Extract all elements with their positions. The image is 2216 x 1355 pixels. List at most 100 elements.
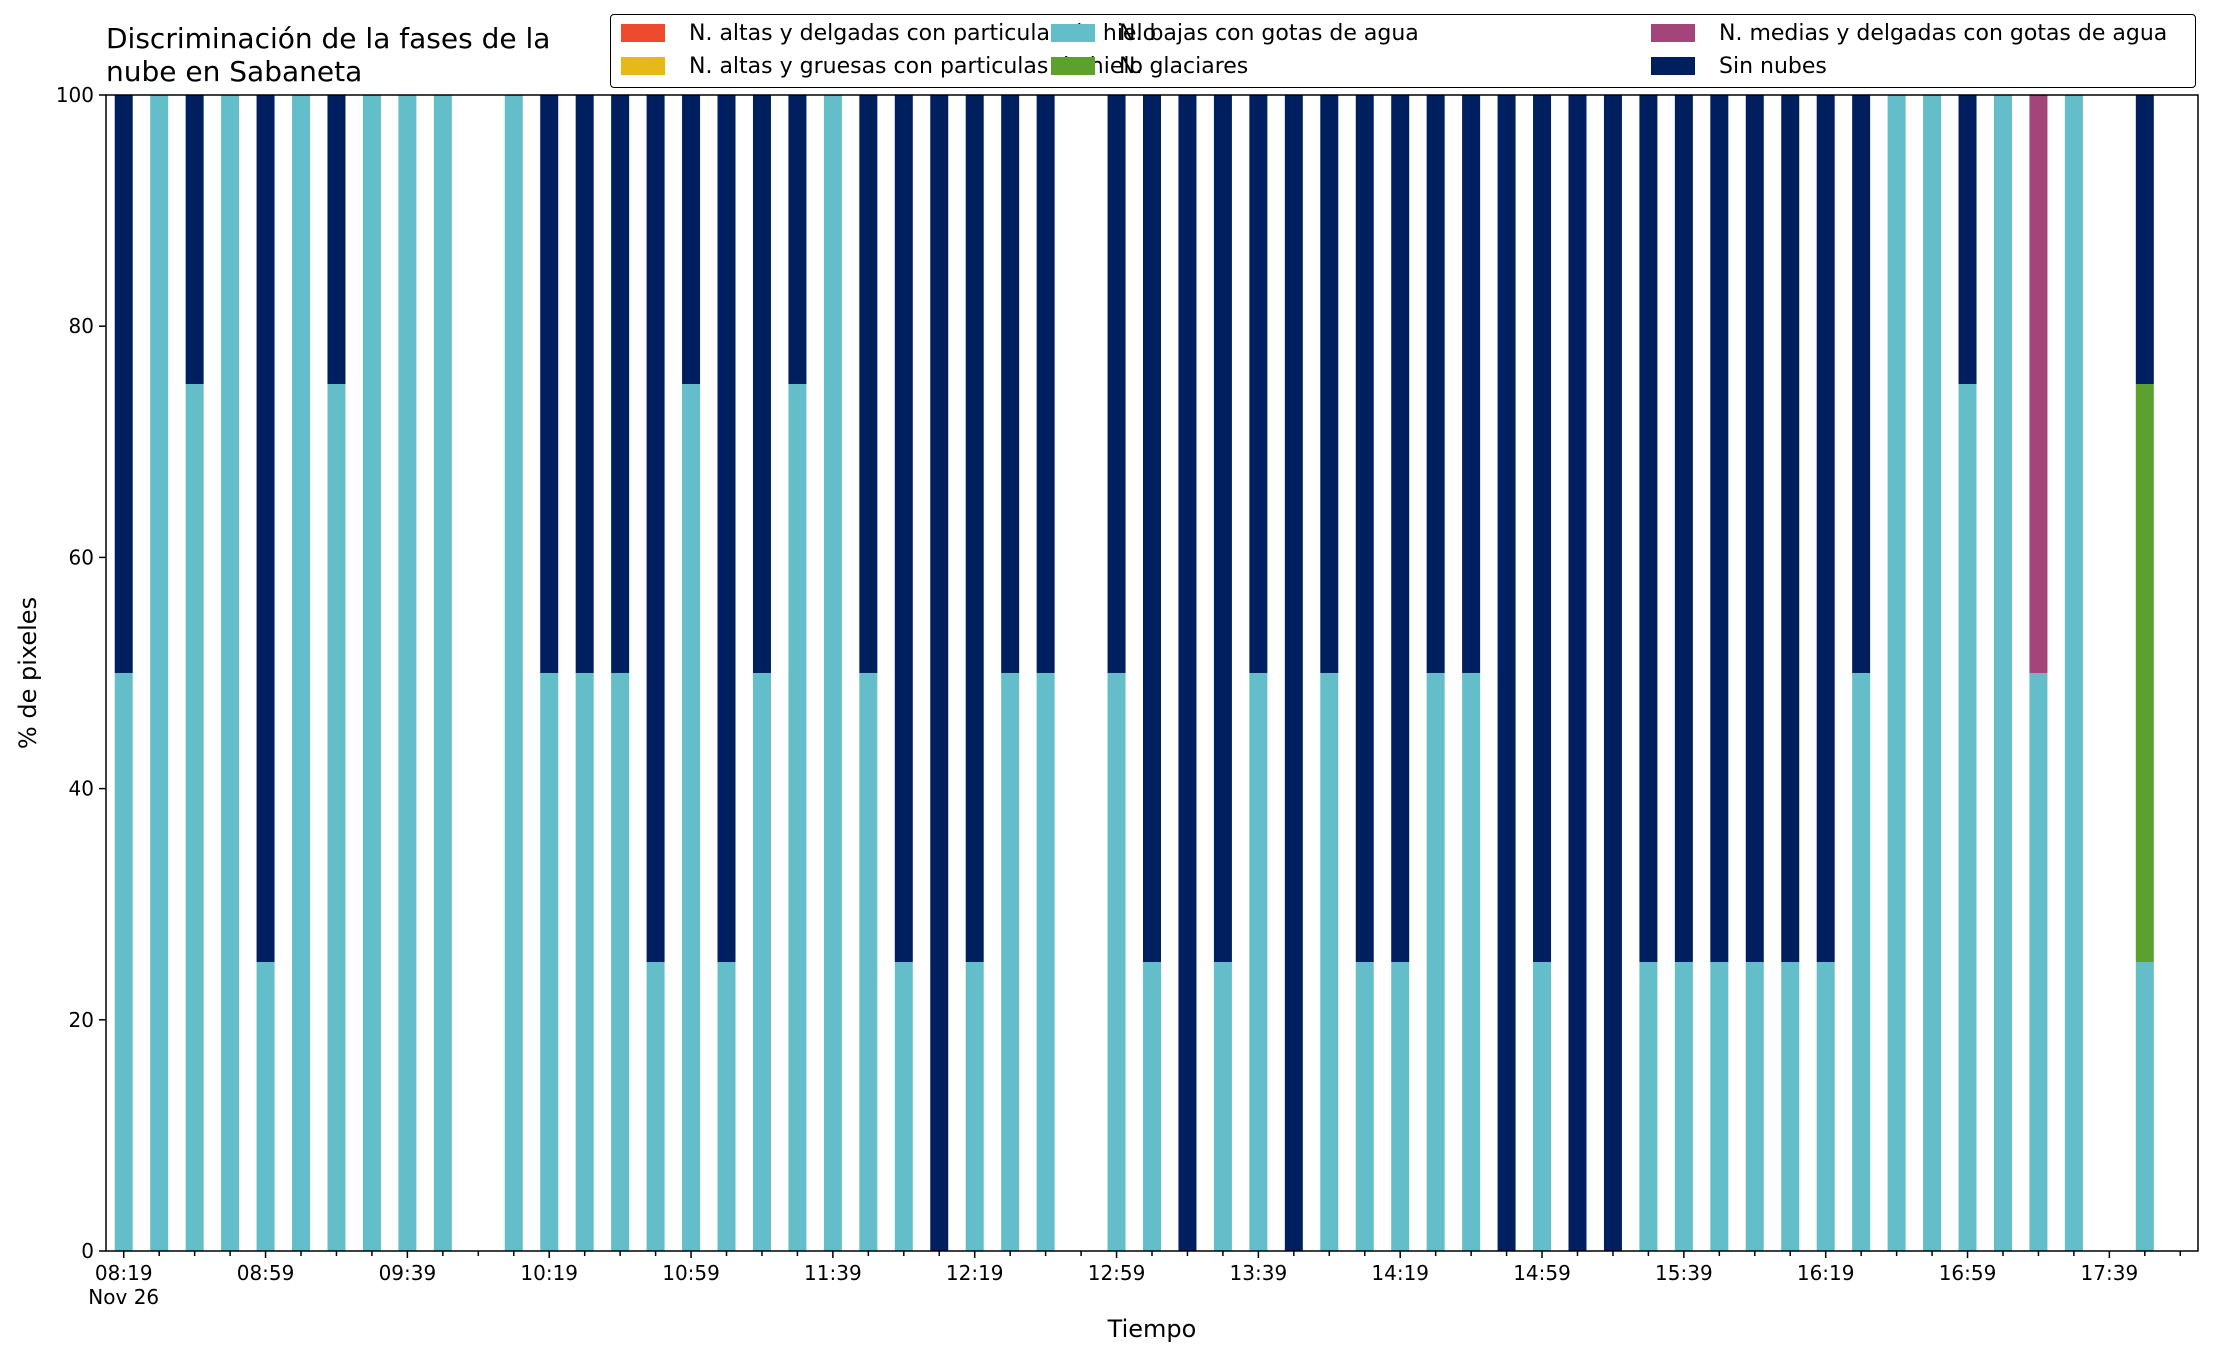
chart-title: Discriminación de la fases de la nube en… xyxy=(106,22,550,88)
chart-title-line-2: nube en Sabaneta xyxy=(106,55,363,88)
bar-segment-18-series-5 xyxy=(752,95,771,673)
bar-segment-36-series-2 xyxy=(1391,962,1410,1251)
bars-layer xyxy=(114,95,2154,1251)
x-tick-label: 11:39 xyxy=(804,1261,862,1285)
legend-label: N. glaciares xyxy=(1119,53,1249,79)
bar-segment-44-series-5 xyxy=(1674,95,1693,962)
bar-segment-22-series-5 xyxy=(894,95,913,962)
bar-segment-33-series-5 xyxy=(1284,95,1303,1251)
bar-segment-23-series-5 xyxy=(930,95,949,1251)
bar-segment-37-series-5 xyxy=(1426,95,1445,673)
bar-segment-48-series-2 xyxy=(1816,962,1835,1251)
bar-segment-11-series-2 xyxy=(504,95,523,1251)
bar-segment-34-series-2 xyxy=(1320,673,1339,1251)
x-tick-label: 17:39 xyxy=(2081,1261,2139,1285)
bar-segment-34-series-5 xyxy=(1320,95,1339,673)
bar-segment-44-series-2 xyxy=(1674,962,1693,1251)
y-tick-label: 20 xyxy=(69,1008,94,1032)
bar-segment-6-series-2 xyxy=(327,384,346,1251)
bar-segment-52-series-5 xyxy=(1958,95,1977,384)
bar-segment-50-series-2 xyxy=(1887,95,1906,1251)
legend-item: Sin nubes xyxy=(1651,51,1827,81)
y-tick-label: 60 xyxy=(69,545,94,569)
bar-segment-31-series-2 xyxy=(1213,962,1232,1251)
legend-label: Sin nubes xyxy=(1719,53,1827,79)
x-tick-label: 09:39 xyxy=(379,1261,437,1285)
bar-segment-39-series-5 xyxy=(1497,95,1516,1251)
bar-segment-19-series-2 xyxy=(788,384,807,1251)
bar-segment-40-series-5 xyxy=(1533,95,1552,962)
bar-segment-24-series-2 xyxy=(965,962,984,1251)
bar-segment-26-series-5 xyxy=(1036,95,1055,673)
bar-segment-14-series-5 xyxy=(611,95,630,673)
x-axis-label: Tiempo xyxy=(1107,1315,1197,1343)
bar-segment-19-series-5 xyxy=(788,95,807,384)
bar-segment-1-series-2 xyxy=(150,95,169,1251)
legend-swatch xyxy=(621,24,665,42)
legend-item: N. medias y delgadas con gotas de agua xyxy=(1651,18,2167,48)
x-tick-label: 10:19 xyxy=(520,1261,578,1285)
bar-segment-28-series-5 xyxy=(1107,95,1126,673)
x-tick-label: 14:59 xyxy=(1513,1261,1571,1285)
bar-segment-57-series-3 xyxy=(2135,384,2154,962)
bar-segment-41-series-5 xyxy=(1568,95,1587,1251)
bar-segment-15-series-2 xyxy=(646,962,665,1251)
bar-segment-12-series-2 xyxy=(540,673,559,1251)
y-tick-label: 0 xyxy=(81,1239,94,1263)
bar-segment-20-series-2 xyxy=(823,95,842,1251)
bar-segment-13-series-2 xyxy=(575,673,594,1251)
x-tick-label: 15:39 xyxy=(1655,1261,1713,1285)
x-tick-sublabel: Nov 26 xyxy=(88,1285,159,1309)
y-axis-label: % de pixeles xyxy=(14,597,42,749)
bar-segment-8-series-2 xyxy=(398,95,417,1251)
x-tick-label: 10:59 xyxy=(662,1261,720,1285)
chart-legend: N. altas y delgadas con particulas de hi… xyxy=(610,14,2196,88)
x-tick-label: 12:59 xyxy=(1088,1261,1146,1285)
bar-segment-21-series-2 xyxy=(859,673,878,1251)
bar-segment-16-series-5 xyxy=(682,95,701,384)
bar-segment-35-series-2 xyxy=(1355,962,1374,1251)
legend-swatch xyxy=(1051,57,1095,75)
legend-swatch xyxy=(1651,57,1695,75)
legend-swatch xyxy=(1651,24,1695,42)
x-tick-label: 12:19 xyxy=(946,1261,1004,1285)
bar-segment-46-series-5 xyxy=(1745,95,1764,962)
bar-segment-45-series-5 xyxy=(1710,95,1729,962)
bar-segment-57-series-2 xyxy=(2135,962,2154,1251)
bar-segment-40-series-2 xyxy=(1533,962,1552,1251)
bar-segment-55-series-2 xyxy=(2064,95,2083,1251)
bar-segment-22-series-2 xyxy=(894,962,913,1251)
legend-label: N. bajas con gotas de agua xyxy=(1119,20,1419,46)
bar-segment-4-series-5 xyxy=(256,95,275,962)
bar-segment-31-series-5 xyxy=(1213,95,1232,962)
bar-segment-21-series-5 xyxy=(859,95,878,673)
bar-segment-43-series-2 xyxy=(1639,962,1658,1251)
bar-segment-6-series-5 xyxy=(327,95,346,384)
bar-segment-9-series-2 xyxy=(433,95,452,1251)
x-tick-label: 14:19 xyxy=(1371,1261,1429,1285)
bar-segment-32-series-5 xyxy=(1249,95,1268,673)
bar-segment-26-series-2 xyxy=(1036,673,1055,1251)
bar-segment-5-series-2 xyxy=(292,95,311,1251)
bar-segment-52-series-2 xyxy=(1958,384,1977,1251)
bar-segment-47-series-2 xyxy=(1781,962,1800,1251)
legend-item: N. bajas con gotas de agua xyxy=(1051,18,1419,48)
x-tick-label: 16:59 xyxy=(1939,1261,1997,1285)
bar-segment-46-series-2 xyxy=(1745,962,1764,1251)
bar-segment-15-series-5 xyxy=(646,95,665,962)
x-tick-label: 08:59 xyxy=(237,1261,295,1285)
bar-segment-47-series-5 xyxy=(1781,95,1800,962)
legend-swatch xyxy=(1051,24,1095,42)
bar-segment-51-series-2 xyxy=(1923,95,1942,1251)
bar-segment-38-series-2 xyxy=(1462,673,1481,1251)
bar-segment-30-series-5 xyxy=(1178,95,1197,1251)
bar-segment-42-series-5 xyxy=(1603,95,1622,1251)
bar-segment-32-series-2 xyxy=(1249,673,1268,1251)
bar-segment-28-series-2 xyxy=(1107,673,1126,1251)
bar-segment-53-series-2 xyxy=(1993,95,2012,1251)
bar-segment-17-series-2 xyxy=(717,962,736,1251)
bar-segment-14-series-2 xyxy=(611,673,630,1251)
bar-segment-29-series-2 xyxy=(1143,962,1161,1251)
